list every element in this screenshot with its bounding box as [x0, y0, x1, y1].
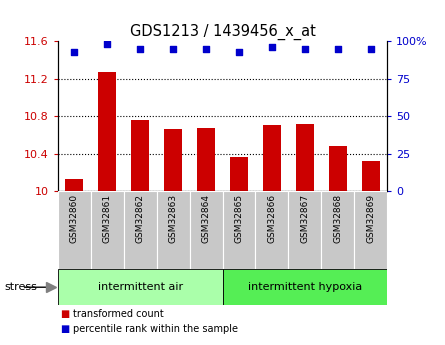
Point	[71, 49, 78, 55]
Point	[104, 42, 111, 47]
Text: GSM32867: GSM32867	[300, 194, 309, 243]
Text: GSM32861: GSM32861	[103, 194, 112, 243]
Text: intermittent air: intermittent air	[97, 282, 183, 292]
Title: GDS1213 / 1439456_x_at: GDS1213 / 1439456_x_at	[129, 24, 316, 40]
Text: intermittent hypoxia: intermittent hypoxia	[248, 282, 362, 292]
Text: GSM32863: GSM32863	[169, 194, 178, 243]
Bar	[296, 124, 314, 191]
Bar	[65, 179, 83, 191]
Bar	[222, 269, 387, 305]
Bar	[190, 191, 222, 269]
Point	[170, 46, 177, 52]
Text: GSM32862: GSM32862	[136, 194, 145, 243]
Point	[367, 46, 374, 52]
Bar	[157, 191, 190, 269]
Bar	[255, 191, 288, 269]
Bar	[288, 191, 321, 269]
Bar	[222, 191, 255, 269]
Bar	[329, 146, 347, 191]
Bar	[230, 157, 248, 191]
Bar	[131, 120, 149, 191]
Point	[235, 49, 243, 55]
Text: GSM32864: GSM32864	[202, 194, 210, 243]
Text: percentile rank within the sample: percentile rank within the sample	[73, 325, 239, 334]
Bar	[58, 269, 222, 305]
Bar	[98, 72, 116, 191]
Text: GSM32860: GSM32860	[70, 194, 79, 243]
Point	[202, 46, 210, 52]
Text: ■: ■	[60, 325, 69, 334]
Bar	[354, 191, 387, 269]
Bar	[124, 191, 157, 269]
Bar	[91, 191, 124, 269]
Text: GSM32868: GSM32868	[333, 194, 342, 243]
Bar	[58, 191, 91, 269]
Point	[268, 45, 275, 50]
Bar	[362, 160, 380, 191]
Bar	[263, 125, 281, 191]
Bar	[164, 129, 182, 191]
Point	[334, 46, 341, 52]
Text: transformed count: transformed count	[73, 309, 164, 319]
Text: ■: ■	[60, 309, 69, 319]
Bar	[321, 191, 354, 269]
Text: GSM32866: GSM32866	[267, 194, 276, 243]
Point	[301, 46, 308, 52]
Bar	[197, 128, 215, 191]
Text: stress: stress	[4, 282, 37, 292]
Text: GSM32865: GSM32865	[235, 194, 243, 243]
Text: GSM32869: GSM32869	[366, 194, 375, 243]
Point	[137, 46, 144, 52]
